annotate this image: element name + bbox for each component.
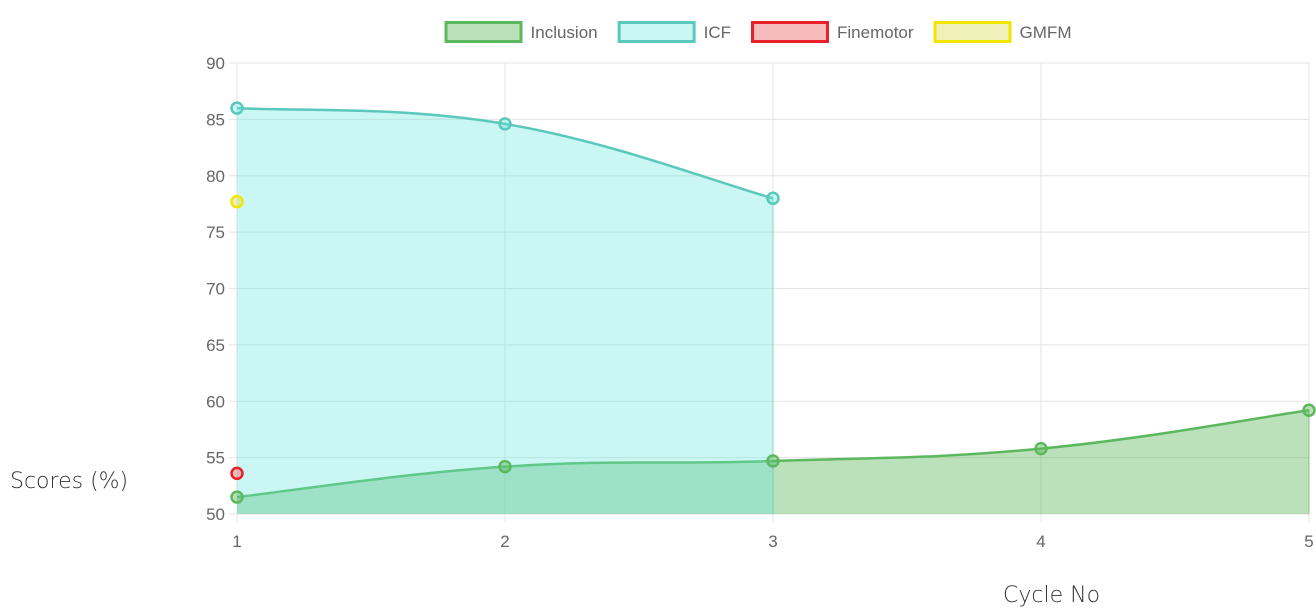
legend-label-gmfm: GMFM [1020, 23, 1072, 42]
y-tick-label: 50 [206, 505, 225, 524]
y-tick-label: 55 [206, 449, 225, 468]
series-line-icf [236, 106, 774, 200]
x-axis-title: Cycle No [1003, 583, 1100, 608]
data-point-finemotor[interactable] [230, 466, 244, 481]
series-layer [236, 106, 1310, 514]
x-tick-label: 1 [232, 532, 241, 551]
x-tick-label: 4 [1036, 532, 1045, 551]
series-area-icf [237, 108, 773, 514]
points-layer [230, 101, 1316, 504]
data-point-inclusion[interactable] [498, 459, 512, 474]
legend-item-gmfm[interactable]: GMFM [933, 21, 1072, 43]
x-tick-label: 3 [768, 532, 777, 551]
data-point-inclusion[interactable] [1034, 441, 1048, 456]
data-point-inclusion[interactable] [766, 454, 780, 468]
y-tick-label: 65 [206, 336, 225, 355]
data-point-gmfm[interactable] [230, 194, 244, 209]
legend-item-finemotor[interactable]: Finemotor [751, 21, 914, 43]
legend-item-inclusion[interactable]: Inclusion [444, 21, 598, 43]
y-tick-label: 75 [206, 223, 225, 242]
y-tick-label: 90 [206, 54, 225, 73]
legend-swatch-inclusion [444, 21, 523, 43]
y-tick-label: 70 [206, 280, 225, 299]
legend-swatch-finemotor [751, 21, 830, 43]
y-tick-label: 85 [206, 110, 225, 129]
data-point-inclusion[interactable] [1302, 403, 1316, 418]
data-point-icf[interactable] [498, 117, 512, 131]
legend-label-icf: ICF [704, 23, 731, 42]
legend-item-icf[interactable]: ICF [617, 21, 731, 43]
legend-swatch-icf [617, 21, 696, 43]
data-point-icf[interactable] [230, 101, 244, 115]
x-tick-label: 5 [1304, 532, 1313, 551]
y-tick-label: 80 [206, 167, 225, 186]
legend-swatch-gmfm [933, 21, 1012, 43]
legend-label-inclusion: Inclusion [531, 23, 598, 42]
x-tick-label: 2 [500, 532, 509, 551]
y-axis-title: Scores (%) [10, 469, 128, 494]
tick-labels: 50 55 60 65 70 75 80 85 90 1 2 3 4 5 [206, 54, 1314, 551]
data-point-icf[interactable] [766, 191, 780, 206]
data-point-inclusion[interactable] [230, 490, 244, 504]
legend[interactable]: Inclusion ICF Finemotor GMFM [444, 21, 1072, 43]
legend-label-finemotor: Finemotor [837, 23, 914, 42]
y-tick-label: 60 [206, 392, 225, 411]
